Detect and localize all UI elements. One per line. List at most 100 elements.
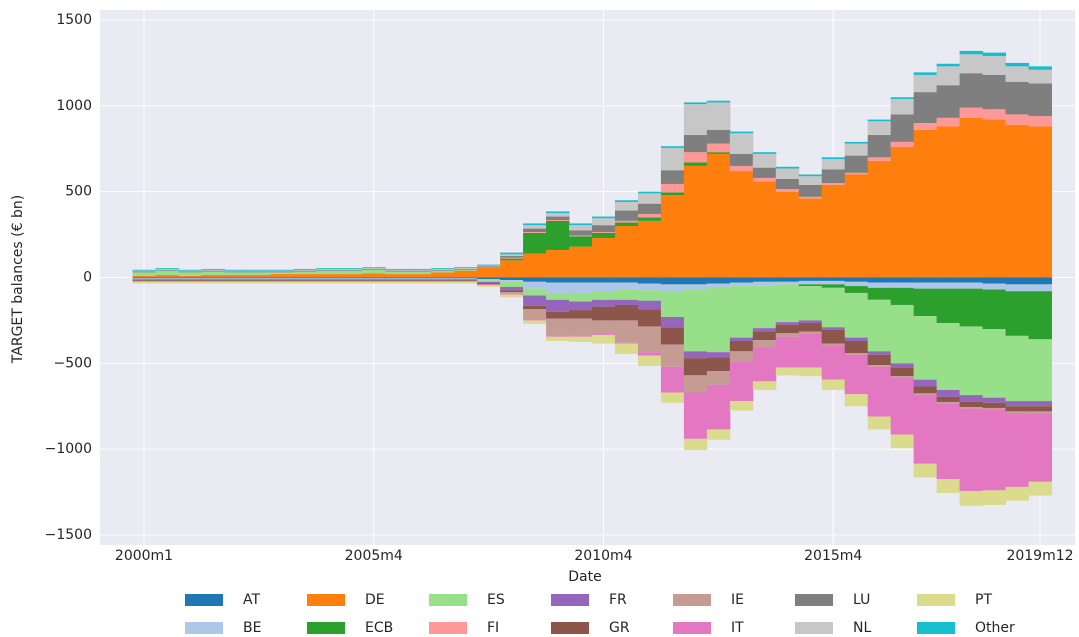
y-tick-label: 500 bbox=[65, 184, 92, 200]
bar-segment bbox=[936, 479, 961, 493]
bar-segment bbox=[339, 268, 363, 269]
bar-segment bbox=[706, 152, 731, 154]
bar-segment bbox=[523, 223, 547, 226]
bar-segment bbox=[706, 384, 731, 430]
bar-segment bbox=[775, 284, 800, 323]
bar-segment bbox=[913, 277, 938, 283]
bar-segment bbox=[982, 56, 1007, 75]
bar-segment bbox=[408, 274, 432, 278]
bar-segment bbox=[1028, 291, 1052, 340]
bar-segment bbox=[385, 274, 409, 278]
bar-segment bbox=[683, 135, 708, 153]
bar-segment bbox=[546, 277, 570, 283]
y-tick-label: −500 bbox=[54, 355, 92, 371]
bar-segment bbox=[247, 280, 271, 281]
bar-segment bbox=[523, 253, 547, 278]
bar-segment bbox=[982, 490, 1007, 505]
bar-segment bbox=[477, 280, 501, 282]
legend-swatch bbox=[307, 594, 345, 606]
bar-segment bbox=[798, 286, 823, 321]
bar-segment bbox=[637, 217, 662, 221]
bar-segment bbox=[729, 171, 754, 278]
bar-segment bbox=[867, 366, 892, 417]
bar-segment bbox=[477, 264, 501, 266]
bar-segment bbox=[523, 225, 547, 229]
bar-segment bbox=[867, 119, 892, 122]
bar-segment bbox=[913, 282, 938, 289]
bar-segment bbox=[982, 329, 1007, 398]
bar-segment bbox=[224, 270, 248, 272]
bar-segment bbox=[132, 275, 156, 278]
bar-segment bbox=[155, 280, 179, 282]
bar-segment bbox=[569, 318, 593, 336]
bar-segment bbox=[959, 117, 984, 278]
bar-segment bbox=[660, 291, 685, 317]
bar-segment bbox=[913, 72, 938, 75]
bar-segment bbox=[362, 268, 386, 269]
bar-segment bbox=[798, 331, 823, 334]
bar-segment bbox=[867, 287, 892, 300]
bar-segment bbox=[752, 277, 777, 282]
bar-segment bbox=[385, 270, 409, 272]
bar-segment bbox=[683, 438, 708, 451]
bar-segment bbox=[178, 281, 202, 284]
bar-segment bbox=[592, 218, 616, 226]
bar-segment bbox=[201, 271, 225, 275]
bar-segment bbox=[867, 282, 892, 288]
bar-segment bbox=[821, 287, 846, 328]
bar-segment bbox=[247, 274, 271, 278]
bar-segment bbox=[729, 131, 754, 134]
bar-segment bbox=[660, 366, 685, 393]
bar-segment bbox=[155, 270, 179, 275]
bar-segment bbox=[270, 271, 294, 273]
bar-segment bbox=[752, 281, 777, 286]
bar-segment bbox=[913, 395, 938, 464]
bar-segment bbox=[431, 280, 455, 282]
bar-segment bbox=[362, 280, 386, 281]
bar-segment bbox=[431, 279, 455, 281]
bar-segment bbox=[890, 377, 915, 435]
bar-segment bbox=[614, 299, 639, 305]
bar-segment bbox=[247, 278, 271, 280]
legend-swatch bbox=[185, 594, 223, 606]
bar-segment bbox=[132, 279, 156, 281]
bar-segment bbox=[201, 278, 225, 280]
bar-segment bbox=[844, 277, 869, 282]
bar-segment bbox=[500, 290, 524, 293]
bar-segment bbox=[867, 157, 892, 161]
bar-segment bbox=[637, 193, 662, 204]
bar-segment bbox=[569, 292, 593, 302]
bar-segment bbox=[178, 275, 202, 278]
bar-segment bbox=[867, 416, 892, 430]
bar-segment bbox=[224, 279, 248, 281]
bar-segment bbox=[178, 277, 202, 279]
bar-segment bbox=[752, 381, 777, 390]
bar-segment bbox=[913, 379, 938, 387]
bar-segment bbox=[270, 269, 294, 271]
bar-segment bbox=[569, 235, 593, 237]
bar-segment bbox=[523, 295, 547, 306]
bar-segment bbox=[201, 270, 225, 272]
bar-segment bbox=[798, 176, 823, 185]
bar-segment bbox=[844, 292, 869, 338]
bar-segment bbox=[454, 279, 478, 281]
bar-segment bbox=[293, 280, 317, 281]
bar-segment bbox=[546, 216, 570, 220]
bar-segment bbox=[775, 168, 800, 179]
bar-segment bbox=[982, 74, 1007, 110]
bar-segment bbox=[959, 491, 984, 506]
bar-segment bbox=[959, 408, 984, 492]
bar-segment bbox=[500, 294, 524, 298]
bar-segment bbox=[890, 147, 915, 278]
bar-segment bbox=[660, 316, 685, 328]
x-tick-label: 2015m4 bbox=[804, 548, 862, 564]
legend-label: ECB bbox=[365, 620, 393, 636]
bar-segment bbox=[132, 277, 156, 279]
bar-segment bbox=[867, 365, 892, 367]
bar-segment bbox=[890, 434, 915, 449]
bar-segment bbox=[1028, 481, 1052, 496]
bar-segment bbox=[500, 257, 524, 259]
bar-segment bbox=[454, 280, 478, 282]
bar-segment bbox=[890, 367, 915, 377]
bar-segment bbox=[592, 232, 616, 233]
